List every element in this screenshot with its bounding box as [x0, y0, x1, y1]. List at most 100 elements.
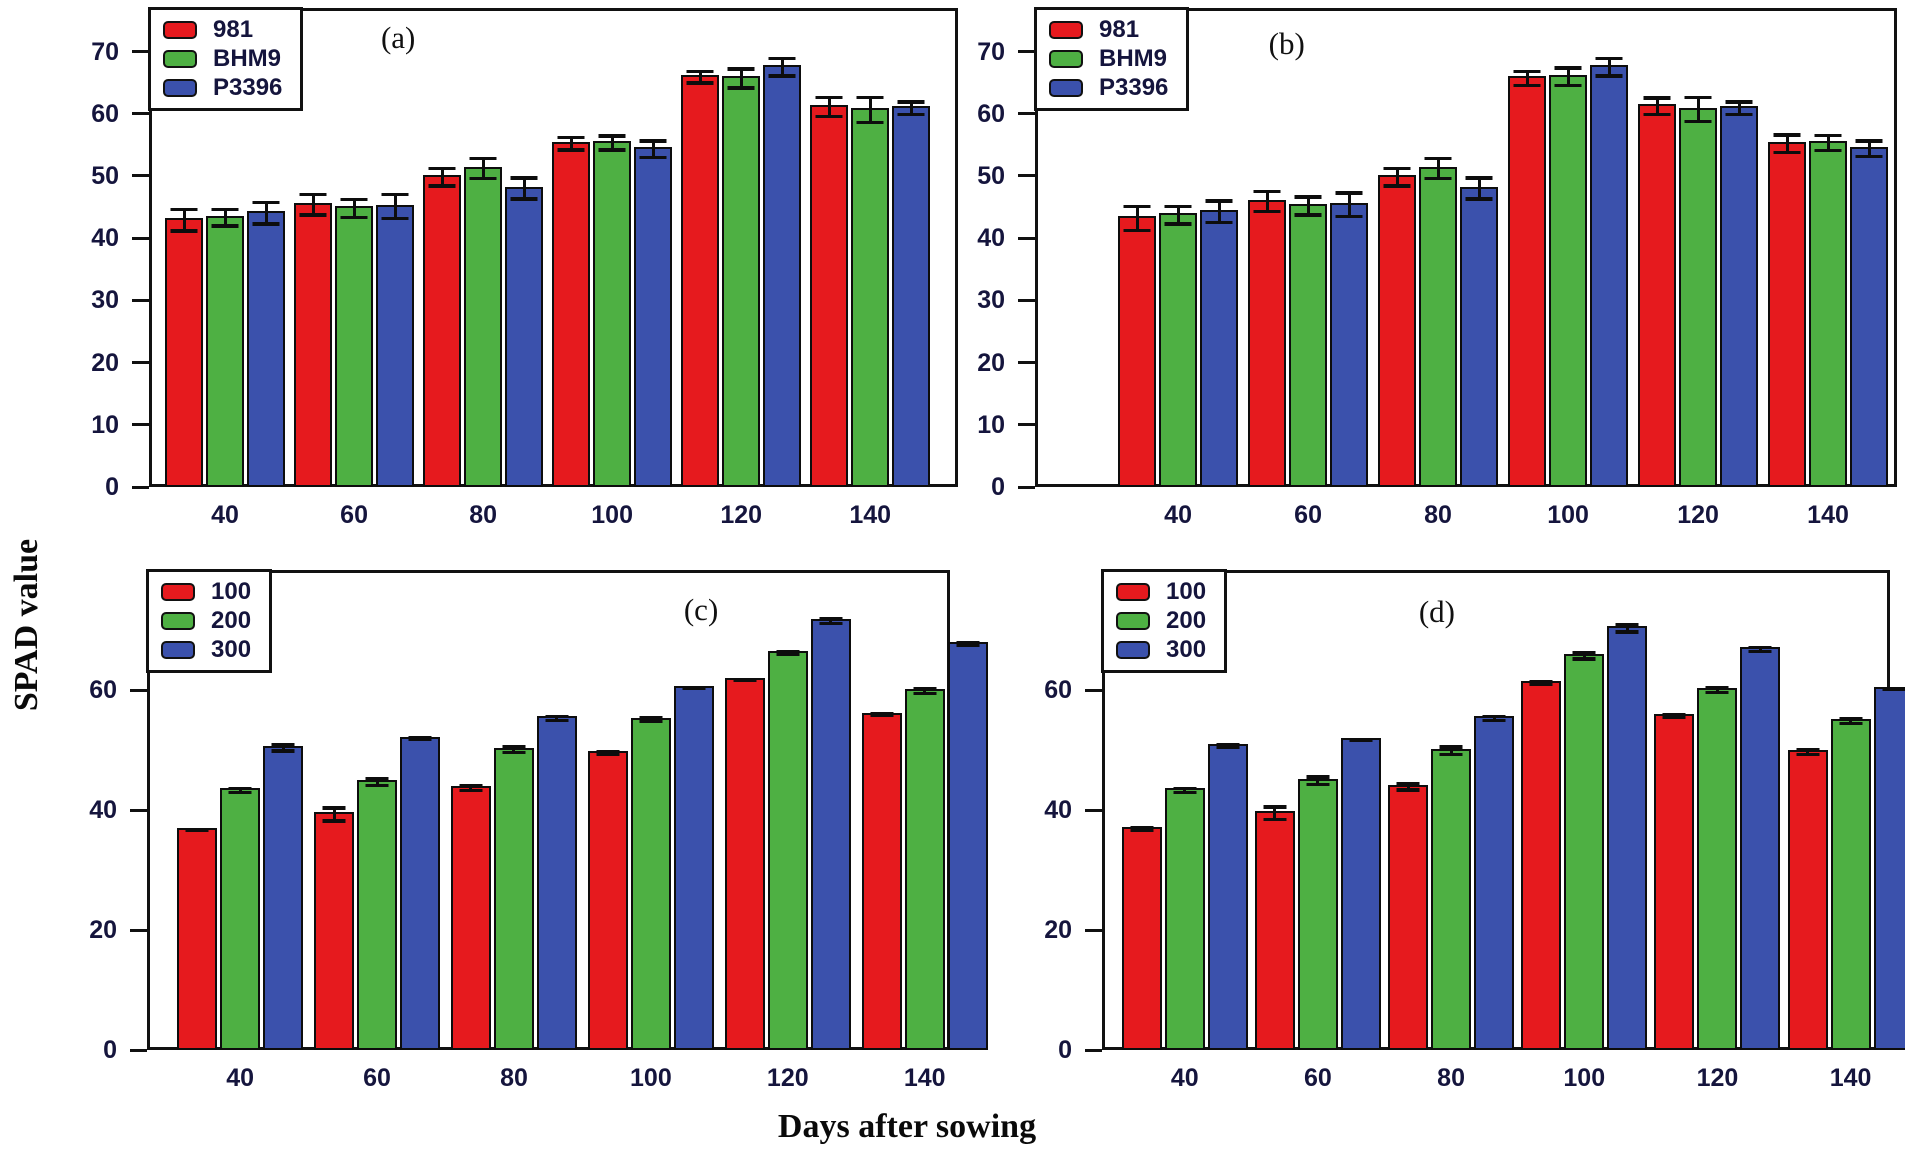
- bar-981-140: [1768, 133, 1807, 487]
- error-bar: [639, 716, 663, 724]
- bar-P3396-100: [634, 139, 673, 487]
- error-stem: [223, 207, 227, 228]
- error-stem: [743, 677, 747, 683]
- bar-group-60: [294, 192, 415, 487]
- error-bar: [815, 95, 843, 119]
- error-stem: [522, 176, 526, 201]
- error-bar: [271, 743, 295, 753]
- panel-a: 0 10 20 30 40 50 60 70 40 60 80 100 120 140 981 BHM9 P33…: [91, 7, 958, 528]
- error-bar: [322, 806, 346, 823]
- error-bar: [1839, 716, 1863, 726]
- y-tick: [1018, 485, 1035, 489]
- y-tick-label: 0: [103, 1036, 117, 1064]
- y-tick: [1085, 688, 1102, 692]
- error-bar: [598, 134, 626, 152]
- bar-300-100: [673, 686, 714, 1050]
- y-tick-label: 30: [977, 286, 1005, 315]
- y-tick-label: 70: [91, 37, 119, 66]
- legend-item: 981: [163, 18, 282, 42]
- bar-100-120: [1654, 713, 1695, 1050]
- y-tick: [132, 112, 149, 116]
- bar-300-40: [1207, 743, 1248, 1050]
- bar-200-120: [767, 650, 808, 1050]
- error-stem: [1625, 623, 1629, 634]
- y-tick: [1018, 236, 1035, 240]
- error-stem: [966, 641, 970, 647]
- error-bar: [170, 207, 198, 233]
- y-tick: [132, 50, 149, 54]
- bar-200-40: [220, 786, 261, 1050]
- error-bar: [1349, 737, 1373, 743]
- panel-title-a: (a): [380, 20, 416, 55]
- legend-label: 200: [211, 607, 252, 634]
- legend-item: 200: [1116, 609, 1206, 633]
- bar-group-120: [1638, 95, 1759, 487]
- bar-BHM9-80: [464, 156, 503, 487]
- error-bar: [686, 69, 714, 85]
- bar-group-60: [314, 736, 441, 1050]
- error-bar: [365, 776, 389, 788]
- error-bar: [299, 192, 327, 217]
- error-bar: [408, 736, 432, 742]
- y-tick-label: 20: [1044, 916, 1072, 944]
- panel-title-c: (c): [683, 592, 719, 627]
- error-bar: [502, 744, 526, 755]
- error-bar: [1424, 156, 1452, 181]
- error-stem: [1265, 189, 1269, 214]
- error-bar: [459, 783, 483, 793]
- error-stem: [880, 712, 884, 718]
- bar-BHM9-60: [335, 197, 374, 487]
- error-bar: [1615, 623, 1639, 634]
- legend-item: 981: [1049, 18, 1168, 42]
- error-stem: [692, 686, 696, 691]
- y-tick: [130, 1048, 147, 1052]
- x-tick-label: 40: [211, 501, 239, 529]
- bar-300-120: [1740, 645, 1781, 1050]
- error-bar: [1705, 686, 1729, 695]
- error-bar: [1164, 204, 1192, 226]
- error-stem: [1737, 100, 1741, 117]
- y-tick: [132, 174, 149, 178]
- y-tick-label: 60: [91, 99, 119, 128]
- error-bar: [1306, 775, 1330, 787]
- y-tick: [130, 808, 147, 812]
- error-stem: [1785, 133, 1789, 155]
- x-axis-title: Days after sowing: [777, 1108, 1037, 1145]
- x-tick-label: 100: [1547, 501, 1589, 529]
- legend-label: 981: [1099, 16, 1140, 43]
- legend-label: BHM9: [1099, 45, 1168, 72]
- error-stem: [1226, 743, 1230, 749]
- error-bar: [1814, 133, 1842, 153]
- y-tick: [132, 298, 149, 302]
- bar-200-80: [1431, 745, 1472, 1050]
- y-tick-label: 0: [105, 473, 119, 501]
- x-tick-label: 60: [1304, 1064, 1332, 1092]
- error-stem: [418, 736, 422, 742]
- x-tick-label: 100: [591, 501, 633, 529]
- error-stem: [909, 100, 913, 117]
- bar-300-140: [1873, 686, 1905, 1050]
- legend-item: BHM9: [1049, 47, 1168, 71]
- y-axis-title: SPAD value: [8, 538, 45, 712]
- bar-group-120: [1654, 645, 1781, 1050]
- legend: 981 BHM9 P3396: [148, 7, 304, 111]
- error-bar: [1482, 714, 1506, 722]
- error-stem: [332, 806, 336, 823]
- y-tick: [1085, 808, 1102, 812]
- error-bar: [1294, 195, 1322, 217]
- error-stem: [440, 166, 444, 188]
- error-bar: [870, 712, 894, 718]
- error-bar: [1173, 786, 1197, 794]
- legend-label: P3396: [213, 74, 283, 101]
- bar-group-100: [1521, 623, 1648, 1050]
- error-stem: [610, 134, 614, 152]
- error-stem: [923, 686, 927, 696]
- legend-item: BHM9: [163, 47, 282, 71]
- error-bar: [1595, 56, 1623, 78]
- bar-300-60: [400, 736, 441, 1050]
- y-tick-label: 40: [977, 224, 1005, 253]
- y-tick-label: 60: [977, 99, 1005, 128]
- legend: 100 200 300: [1101, 569, 1228, 673]
- error-stem: [1359, 737, 1363, 743]
- y-tick-label: 40: [91, 224, 119, 253]
